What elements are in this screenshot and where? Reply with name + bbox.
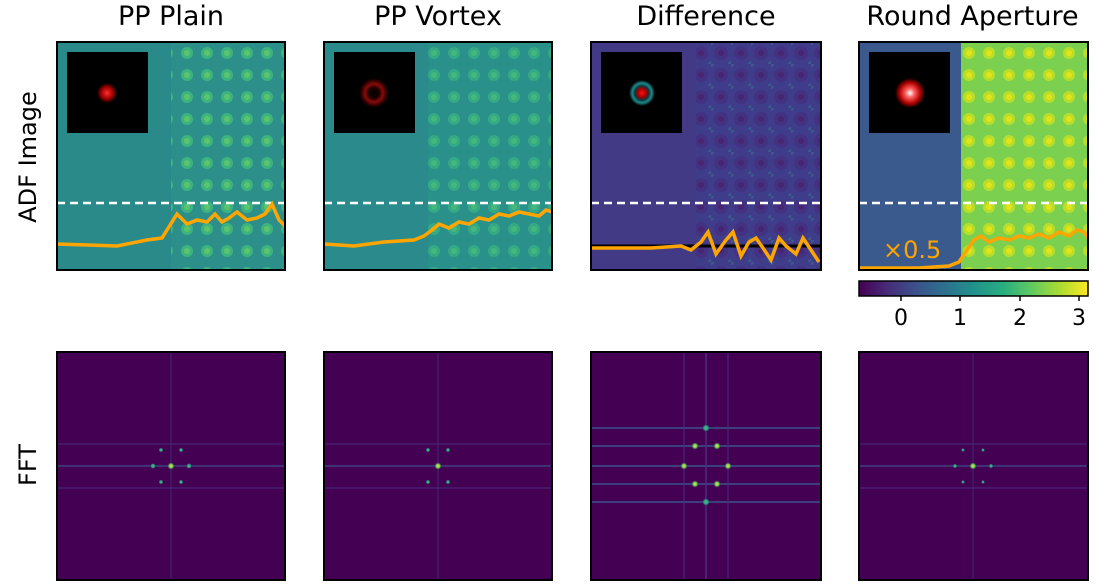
- row-label-adf: ADF Image: [14, 91, 42, 223]
- title-pp-plain: PP Plain: [117, 1, 225, 32]
- line-profile: [56, 200, 287, 248]
- colorbar-tick-3: 3: [1072, 306, 1086, 331]
- adf-panel-round-aperture: ×0.5: [858, 41, 1090, 271]
- line-profile: [859, 228, 1090, 270]
- adf-panel-pp-plain: [56, 41, 287, 271]
- fft-panel-round-aperture: [858, 351, 1089, 581]
- adf-panel-difference: [590, 41, 822, 271]
- colorbar: [858, 280, 1089, 301]
- title-round-aperture: Round Aperture: [866, 1, 1079, 32]
- line-profile: [591, 228, 821, 264]
- row-label-fft: FFT: [14, 444, 42, 486]
- adf-panel-pp-vortex: [323, 41, 553, 271]
- title-pp-vortex: PP Vortex: [374, 1, 502, 32]
- fft-panel-pp-vortex: [323, 351, 553, 581]
- colorbar-tick-1: 1: [953, 306, 967, 331]
- colorbar-tick-2: 2: [1013, 306, 1027, 331]
- scale-annotation: ×0.5: [883, 236, 941, 264]
- colorbar-tick-0: 0: [894, 306, 908, 331]
- title-difference: Difference: [636, 1, 776, 32]
- fft-panel-difference: [590, 351, 822, 581]
- fft-panel-pp-plain: [56, 351, 286, 581]
- line-profile: [323, 208, 553, 248]
